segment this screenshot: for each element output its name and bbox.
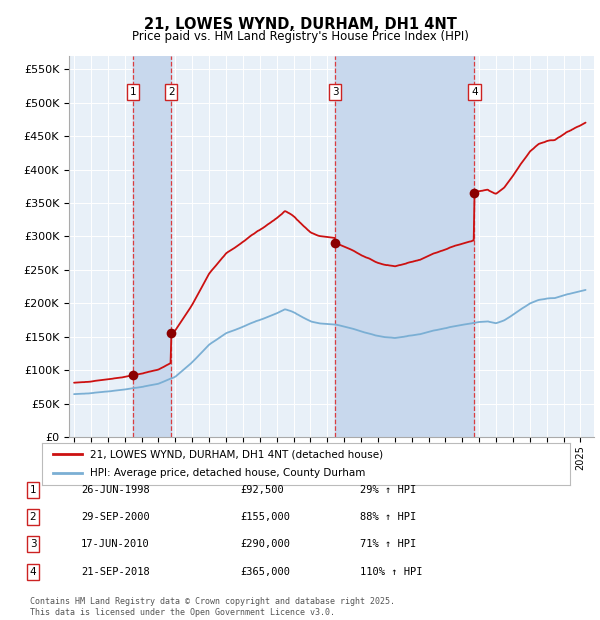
Text: Price paid vs. HM Land Registry's House Price Index (HPI): Price paid vs. HM Land Registry's House … — [131, 30, 469, 43]
Text: 110% ↑ HPI: 110% ↑ HPI — [360, 567, 422, 577]
Text: 29-SEP-2000: 29-SEP-2000 — [81, 512, 150, 522]
Text: 17-JUN-2010: 17-JUN-2010 — [81, 539, 150, 549]
Text: 21-SEP-2018: 21-SEP-2018 — [81, 567, 150, 577]
Text: 29% ↑ HPI: 29% ↑ HPI — [360, 485, 416, 495]
Text: £155,000: £155,000 — [240, 512, 290, 522]
Text: 21, LOWES WYND, DURHAM, DH1 4NT: 21, LOWES WYND, DURHAM, DH1 4NT — [143, 17, 457, 32]
Text: 26-JUN-1998: 26-JUN-1998 — [81, 485, 150, 495]
Text: 2: 2 — [168, 87, 175, 97]
Text: £290,000: £290,000 — [240, 539, 290, 549]
Text: 4: 4 — [29, 567, 37, 577]
Text: 21, LOWES WYND, DURHAM, DH1 4NT (detached house): 21, LOWES WYND, DURHAM, DH1 4NT (detache… — [89, 449, 383, 459]
Text: 1: 1 — [130, 87, 136, 97]
Bar — [133, 56, 171, 437]
Text: 4: 4 — [471, 87, 478, 97]
Text: £365,000: £365,000 — [240, 567, 290, 577]
Bar — [335, 56, 475, 437]
Text: 71% ↑ HPI: 71% ↑ HPI — [360, 539, 416, 549]
Text: 3: 3 — [29, 539, 37, 549]
Text: £92,500: £92,500 — [240, 485, 284, 495]
Text: Contains HM Land Registry data © Crown copyright and database right 2025.
This d: Contains HM Land Registry data © Crown c… — [30, 598, 395, 617]
Text: 2: 2 — [29, 512, 37, 522]
Text: 88% ↑ HPI: 88% ↑ HPI — [360, 512, 416, 522]
Text: HPI: Average price, detached house, County Durham: HPI: Average price, detached house, Coun… — [89, 469, 365, 479]
Text: 1: 1 — [29, 485, 37, 495]
Text: 3: 3 — [332, 87, 338, 97]
